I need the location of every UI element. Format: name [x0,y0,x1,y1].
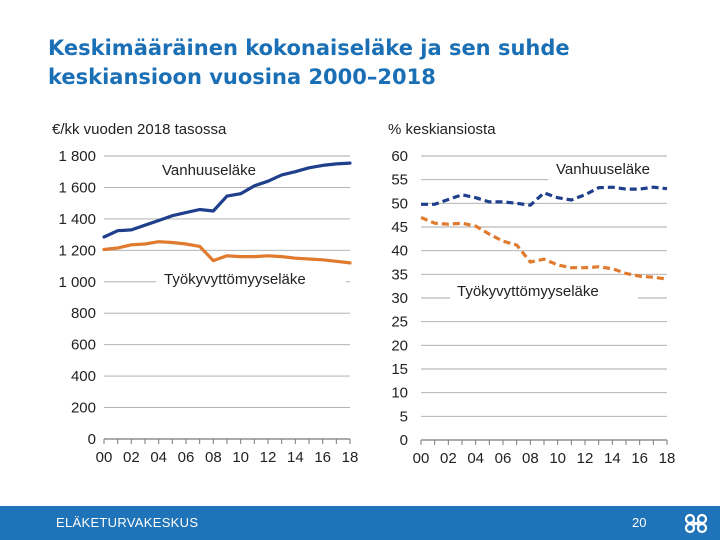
chart-1-x-tick-label: 06 [178,449,195,466]
chart-2-x-tick-label: 14 [604,450,621,467]
chart-2-legend-label-vanhuuselake: Vanhuuseläke [556,161,650,178]
chart-2-x-tick-label: 08 [522,450,539,467]
slide-title-line-1: Keskimääräinen kokonaiseläke ja sen suhd… [48,36,570,60]
chart-2-x-tick-label: 10 [549,450,566,467]
chart-2-x-tick-label: 00 [413,450,430,467]
chart-2-axis-title: % keskiansiosta [388,121,496,138]
chart-2-y-tick-label: 30 [391,290,408,307]
page-number: 20 [632,515,647,530]
chart-2-y-tick-label: 45 [391,219,408,236]
footer-bar: ELÄKETURVAKESKUS 20 [0,506,720,540]
chart-1-x-tick-label: 00 [96,449,113,466]
chart-1-legend-background [156,265,346,291]
chart-1-y-tick-label: 600 [71,337,96,354]
chart-1-x-tick-label: 08 [205,449,222,466]
chart-2-x-tick-label: 18 [659,450,676,467]
chart-2-y-tick-label: 40 [391,243,408,260]
chart-1-y-tick-label: 0 [88,431,96,448]
chart-1-y-tick-label: 200 [71,400,96,417]
chart-2-y-tick-label: 20 [391,337,408,354]
chart-2-y-tick-label: 60 [391,148,408,165]
etk-logo-icon [684,513,708,534]
chart-2-x-tick-label: 02 [440,450,457,467]
chart-1-x-tick-label: 12 [260,449,277,466]
chart-1-y-tick-label: 1 800 [58,148,96,165]
chart-1-y-tick-label: 800 [71,305,96,322]
chart-2-y-tick-label: 15 [391,361,408,378]
chart-2-legend-label-tyokyvyttomyyselake: Työkyvyttömyyseläke [457,283,599,300]
chart-1-series-vanhuuselake-line [102,161,352,239]
chart-2-y-tick-label: 50 [391,195,408,212]
slide-title: Keskimääräinen kokonaiseläke ja sen suhd… [48,34,688,92]
chart-1-series-tyokyvyttomyyselake-line [102,240,352,265]
chart-2-x-tick-label: 04 [467,450,484,467]
chart-1-legend-label-tyokyvyttomyyselake: Työkyvyttömyyseläke [164,271,306,288]
chart-1-x-tick-label: 04 [150,449,167,466]
chart-2-x-tick-label: 06 [495,450,512,467]
chart-1-y-tick-label: 1 600 [58,179,96,196]
chart-2-legend-background [548,158,670,184]
chart-1-x-tick-label: 10 [232,449,249,466]
chart-2-y-tick-label: 10 [391,385,408,402]
chart-2-x-tick-label: 12 [577,450,594,467]
chart-1-y-tick-label: 1 200 [58,242,96,259]
chart-1-y-tick-label: 400 [71,368,96,385]
footer-organization: ELÄKETURVAKESKUS [56,515,199,530]
chart-2-y-tick-label: 0 [400,432,408,449]
chart-1-y-tick-label: 1 000 [58,274,96,291]
chart-2-series-vanhuuselake-line [421,185,668,207]
chart-2-legend-background [450,278,638,304]
chart-1-legend-label-vanhuuselake: Vanhuuseläke [162,162,256,179]
chart-1-y-tick-label: 1 400 [58,211,96,228]
chart-1-x-tick-label: 16 [314,449,331,466]
chart-2-series-tyokyvyttomyyselake-line [420,216,668,281]
chart-2-y-tick-label: 35 [391,266,408,283]
chart-2-y-tick-label: 25 [391,314,408,331]
chart-1-x-tick-label: 18 [342,449,359,466]
chart-2-y-tick-label: 55 [391,172,408,189]
chart-1-x-tick-label: 02 [123,449,140,466]
chart-1-x-tick-label: 14 [287,449,304,466]
slide-title-line-2: keskiansioon vuosina 2000–2018 [48,65,436,89]
chart-2-x-tick-label: 16 [631,450,648,467]
chart-2-y-tick-label: 5 [400,408,408,425]
chart-1-axis-title: €/kk vuoden 2018 tasossa [52,121,227,138]
